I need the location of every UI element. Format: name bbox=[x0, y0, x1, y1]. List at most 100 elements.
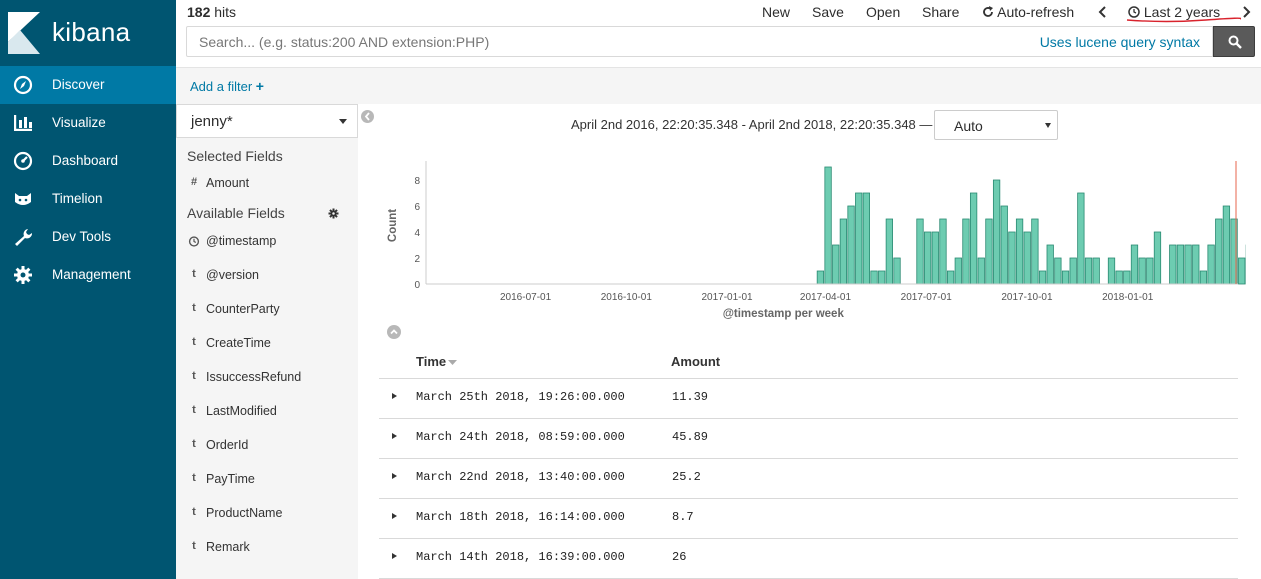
selected-fields-title: Selected Fields bbox=[187, 148, 283, 164]
nav-label: Management bbox=[52, 267, 131, 282]
cell-amount: 26 bbox=[672, 550, 687, 564]
gear-icon bbox=[14, 266, 32, 284]
field-item[interactable]: t CounterParty bbox=[176, 297, 358, 325]
field-item[interactable]: t ProductName bbox=[176, 501, 358, 529]
string-type-icon: t bbox=[192, 506, 196, 518]
cell-time: March 24th 2018, 08:59:00.000 bbox=[416, 430, 625, 444]
expand-row-icon[interactable] bbox=[392, 473, 397, 479]
collapse-chart-button[interactable] bbox=[387, 325, 401, 339]
kibana-logo[interactable]: kibana bbox=[0, 0, 176, 66]
table-row[interactable]: March 24th 2018, 08:59:00.000 45.89 bbox=[379, 419, 1238, 459]
cell-time: March 18th 2018, 16:14:00.000 bbox=[416, 510, 625, 524]
nav-item-timelion[interactable]: Timelion bbox=[0, 180, 176, 218]
column-header-amount[interactable]: Amount bbox=[671, 354, 721, 369]
chevron-right-icon[interactable] bbox=[1242, 6, 1252, 18]
nav-item-management[interactable]: Management bbox=[0, 256, 176, 294]
field-item[interactable]: t PayTime bbox=[176, 467, 358, 495]
nav-item-dashboard[interactable]: Dashboard bbox=[0, 142, 176, 180]
field-settings-gear-icon[interactable] bbox=[328, 208, 339, 219]
add-filter-button[interactable]: Add a filter + bbox=[190, 78, 264, 94]
column-header-time[interactable]: Time bbox=[416, 354, 458, 369]
histogram-bar bbox=[1123, 270, 1131, 285]
available-fields-title: Available Fields bbox=[187, 205, 285, 221]
histogram-bar bbox=[816, 270, 825, 285]
index-pattern-select[interactable]: jenny* bbox=[176, 104, 358, 138]
cell-amount: 45.89 bbox=[672, 430, 709, 444]
histogram-bar bbox=[1169, 244, 1177, 285]
histogram-bar bbox=[1061, 270, 1070, 285]
expand-row-icon[interactable] bbox=[392, 553, 397, 559]
header-divider bbox=[379, 378, 1238, 379]
index-pattern-name: jenny* bbox=[191, 113, 233, 130]
histogram-bar bbox=[893, 257, 901, 285]
bar-chart-icon bbox=[14, 115, 32, 131]
histogram-bar bbox=[931, 231, 939, 285]
field-item[interactable]: @timestamp bbox=[176, 229, 358, 257]
x-tick-label: 2016-10-01 bbox=[601, 292, 653, 303]
column-header-time-label: Time bbox=[416, 354, 447, 369]
hits-counter: 182 hits bbox=[187, 4, 236, 20]
share-button[interactable]: Share bbox=[922, 4, 960, 20]
histogram-bar bbox=[1222, 205, 1231, 285]
table-row[interactable]: March 14th 2018, 16:39:00.000 26 bbox=[379, 539, 1238, 579]
interval-select[interactable]: Auto bbox=[934, 110, 1058, 140]
nav-label: Dev Tools bbox=[52, 229, 112, 244]
collapse-sidebar-button[interactable] bbox=[361, 110, 374, 123]
y-axis-label: Count bbox=[387, 209, 399, 242]
nav-label: Visualize bbox=[52, 115, 106, 130]
histogram-bar bbox=[1199, 270, 1208, 285]
expand-row-icon[interactable] bbox=[392, 393, 397, 399]
histogram-bar bbox=[1184, 244, 1192, 285]
nav-item-dev-tools[interactable]: Dev Tools bbox=[0, 218, 176, 256]
expand-row-icon[interactable] bbox=[392, 433, 397, 439]
field-name: CounterParty bbox=[206, 302, 280, 316]
field-name: PayTime bbox=[206, 472, 255, 486]
number-type-icon: # bbox=[190, 176, 198, 188]
save-button[interactable]: Save bbox=[812, 4, 844, 20]
expand-row-icon[interactable] bbox=[392, 513, 397, 519]
field-name: @timestamp bbox=[206, 234, 277, 248]
hits-count: 182 bbox=[187, 4, 211, 20]
field-item[interactable]: t Remark bbox=[176, 535, 358, 563]
cell-time: March 14th 2018, 16:39:00.000 bbox=[416, 550, 625, 564]
field-item[interactable]: t CreateTime bbox=[176, 331, 358, 359]
string-type-icon: t bbox=[192, 540, 196, 552]
open-button[interactable]: Open bbox=[866, 4, 901, 20]
nav-item-visualize[interactable]: Visualize bbox=[0, 104, 176, 142]
string-type-icon: t bbox=[192, 268, 196, 280]
search-input[interactable]: Search... (e.g. status:200 AND extension… bbox=[186, 26, 1213, 57]
time-range-text: April 2nd 2016, 22:20:35.348 - April 2nd… bbox=[571, 117, 933, 132]
search-button[interactable] bbox=[1213, 26, 1255, 57]
red-underline-annotation bbox=[1126, 17, 1241, 23]
histogram-bar bbox=[1153, 231, 1162, 285]
histogram-chart: 0 2 4 6 8 2016-07-01 2016-10-01 2017-01-01 2017-… bbox=[387, 161, 1246, 320]
lucene-syntax-link[interactable]: Uses lucene query syntax bbox=[1039, 34, 1200, 50]
field-item-selected[interactable]: # Amount bbox=[176, 171, 358, 199]
nav-item-discover[interactable]: Discover bbox=[0, 66, 176, 104]
y-tick-label: 0 bbox=[414, 280, 420, 291]
histogram-bar bbox=[924, 231, 932, 285]
field-name: OrderId bbox=[206, 438, 249, 452]
field-item[interactable]: t @version bbox=[176, 263, 358, 291]
table-row[interactable]: March 25th 2018, 19:26:00.000 11.39 bbox=[379, 379, 1238, 419]
table-row[interactable]: March 22nd 2018, 13:40:00.000 25.2 bbox=[379, 459, 1238, 499]
string-type-icon: t bbox=[192, 404, 196, 416]
histogram-bar bbox=[1207, 244, 1215, 285]
time-picker-button[interactable]: Last 2 years bbox=[1128, 4, 1220, 20]
auto-refresh-button[interactable]: Auto-refresh bbox=[982, 4, 1074, 20]
field-item[interactable]: t IssuccessRefund bbox=[176, 365, 358, 393]
table-row[interactable]: March 18th 2018, 16:14:00.000 8.7 bbox=[379, 499, 1238, 539]
string-type-icon: t bbox=[192, 438, 196, 450]
histogram-bar bbox=[992, 179, 1001, 285]
field-item[interactable]: t LastModified bbox=[176, 399, 358, 427]
histogram-bar bbox=[1046, 244, 1054, 285]
cell-amount: 8.7 bbox=[672, 510, 694, 524]
kibana-logo-icon bbox=[8, 12, 40, 54]
string-type-icon: t bbox=[192, 370, 196, 382]
histogram-bar bbox=[1077, 192, 1085, 285]
chevron-left-icon[interactable] bbox=[1097, 6, 1107, 18]
nav-label: Timelion bbox=[52, 191, 103, 206]
field-item[interactable]: t OrderId bbox=[176, 433, 358, 461]
histogram-bar bbox=[985, 218, 993, 285]
new-button[interactable]: New bbox=[762, 4, 791, 20]
